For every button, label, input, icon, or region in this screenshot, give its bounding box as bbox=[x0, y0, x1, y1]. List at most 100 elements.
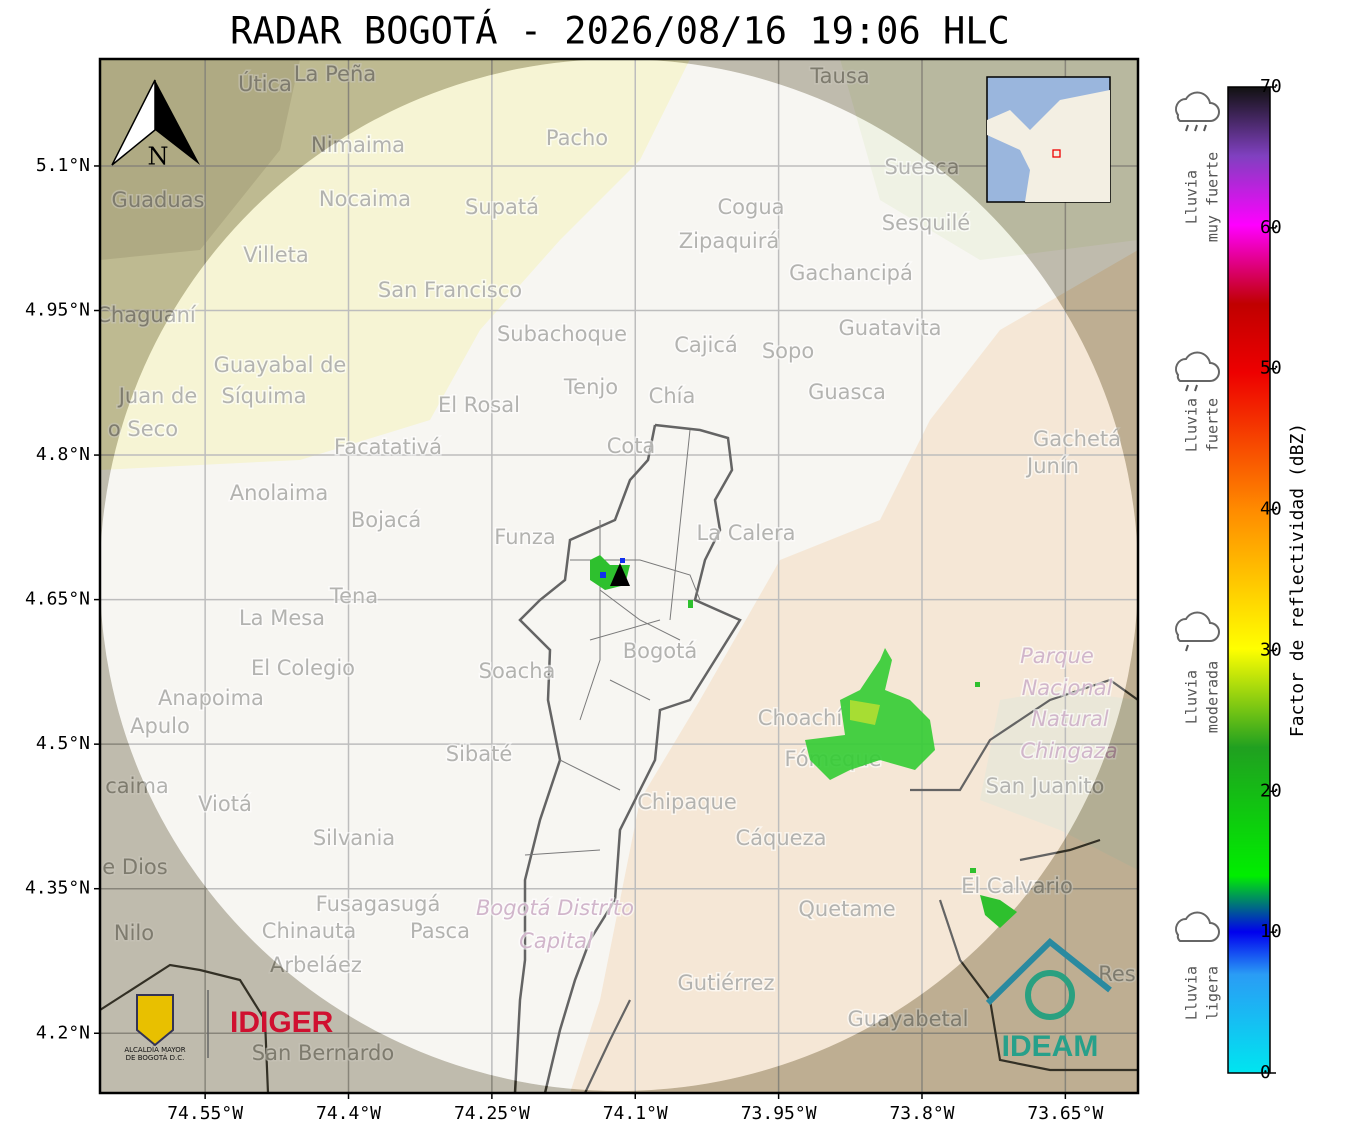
colorbar-tick-label: 30 bbox=[1260, 639, 1282, 660]
lat-tick-label: 4.5°N bbox=[36, 733, 90, 754]
legend-label: moderada bbox=[1204, 661, 1222, 733]
legend-label: Lluvia bbox=[1183, 170, 1201, 224]
lon-tick-label: 73.8°W bbox=[889, 1103, 954, 1124]
title: RADAR BOGOTÁ - 2026/08/16 19:06 HLC bbox=[230, 9, 1010, 53]
place-label: Quetame bbox=[798, 897, 895, 921]
lat-tick-label: 4.2°N bbox=[36, 1022, 90, 1043]
rain-icon bbox=[1175, 911, 1220, 942]
ideam-swirl bbox=[1025, 970, 1075, 1020]
echo bbox=[600, 558, 625, 578]
lon-tick-label: 74.55°W bbox=[167, 1103, 243, 1124]
rain-drop bbox=[1185, 124, 1189, 132]
place-label: o Seco bbox=[108, 417, 178, 441]
legend-label: Lluvia bbox=[1183, 966, 1201, 1020]
lat-tick-label: 5.1°N bbox=[36, 155, 90, 176]
lat-tick-label: 4.65°N bbox=[25, 589, 90, 610]
place-label: Cáqueza bbox=[736, 826, 827, 850]
lon-tick-label: 73.95°W bbox=[741, 1103, 817, 1124]
park-label: Parque bbox=[1020, 644, 1094, 668]
park-label: Bogotá Distrito bbox=[476, 896, 634, 920]
district-border bbox=[513, 423, 742, 1093]
place-label: e Dios bbox=[102, 855, 167, 879]
place-label: Nimaima bbox=[311, 133, 405, 157]
place-label: Tausa bbox=[809, 64, 869, 88]
place-label: Guaduas bbox=[112, 188, 205, 212]
place-label: Útica bbox=[238, 71, 292, 96]
place-label: San Bernardo bbox=[252, 1041, 394, 1065]
colorbar-tick-label: 40 bbox=[1260, 499, 1282, 520]
map: Útica La Peña Tausa Pacho Nimaima Suesca Guadu… bbox=[96, 59, 1138, 1093]
place-label: Cajicá bbox=[674, 333, 738, 357]
lat-tick-label: 4.8°N bbox=[36, 444, 90, 465]
place-label: Juan de bbox=[117, 384, 198, 408]
place-label: Viotá bbox=[198, 792, 252, 816]
map-frame bbox=[98, 57, 1140, 1095]
arrow-half bbox=[155, 80, 200, 165]
place-label: Suesca bbox=[885, 155, 960, 179]
place-label: Anapoima bbox=[158, 686, 264, 710]
legend-label: Lluvia bbox=[1183, 398, 1201, 452]
place-label: Silvania bbox=[313, 826, 395, 850]
place-label: Subachoque bbox=[497, 322, 627, 346]
north-arrow bbox=[111, 79, 200, 166]
colorbar-tick-label: 70 bbox=[1260, 76, 1282, 97]
rain-drop bbox=[1185, 384, 1189, 392]
place-label: Fusagasugá bbox=[316, 892, 441, 916]
place-label: Tena bbox=[329, 584, 378, 608]
place-label: Guatavita bbox=[839, 316, 942, 340]
shield bbox=[136, 994, 174, 1047]
locality-border bbox=[524, 429, 701, 856]
place-label: Anolaima bbox=[230, 481, 328, 505]
place-label: San Francisco bbox=[378, 278, 522, 302]
lon-tick-label: 74.1°W bbox=[603, 1103, 668, 1124]
place-label: Guayabal de bbox=[214, 353, 347, 377]
park-label: Nacional bbox=[1022, 676, 1113, 700]
place-label: Cogua bbox=[717, 195, 784, 219]
place-label: La Mesa bbox=[239, 606, 325, 630]
place-label: Zipaquirá bbox=[679, 229, 779, 253]
place-label: Cota bbox=[607, 434, 656, 458]
legend-label: Lluvia bbox=[1183, 670, 1201, 724]
dept-border bbox=[100, 963, 631, 1093]
place-label: Guasca bbox=[808, 380, 886, 404]
colorbar-tick-label: 20 bbox=[1260, 780, 1282, 801]
place-label: Gachetá bbox=[1033, 427, 1121, 451]
rain-drop bbox=[1194, 124, 1198, 132]
place-label: Arbeláez bbox=[270, 953, 362, 977]
lat-tick-label: 4.35°N bbox=[25, 878, 90, 899]
place-label: Bogotá bbox=[623, 639, 698, 663]
inset-map bbox=[986, 76, 1111, 203]
rain-icon bbox=[1175, 91, 1220, 122]
colorbar-label: Factor de reflectividad (dBZ) bbox=[1287, 423, 1308, 737]
park-label: Capital bbox=[519, 929, 593, 953]
lat-tick-label: 4.95°N bbox=[25, 300, 90, 321]
rain-icon bbox=[1175, 611, 1220, 642]
radar-site bbox=[610, 563, 630, 586]
park-label: Chingaza bbox=[1020, 739, 1117, 763]
place-label: Choachí bbox=[758, 706, 844, 730]
place-label: Guayabetal bbox=[848, 1007, 969, 1031]
lon-tick-label: 74.25°W bbox=[454, 1103, 530, 1124]
place-label: Chaguaní bbox=[96, 303, 197, 327]
colorbar-tick-label: 60 bbox=[1260, 217, 1282, 238]
place-label: Facatativá bbox=[334, 435, 442, 459]
legend-label: ligera bbox=[1204, 966, 1222, 1020]
place-label: Sesquilé bbox=[882, 211, 970, 235]
place-label: Supatá bbox=[465, 195, 539, 219]
rain-icon bbox=[1175, 351, 1220, 382]
inset-locator bbox=[1052, 149, 1061, 158]
place-label: Junín bbox=[1025, 454, 1079, 478]
place-label: La Peña bbox=[294, 62, 376, 86]
place-label: Gutiérrez bbox=[678, 971, 775, 995]
place-label: Villeta bbox=[243, 243, 308, 267]
legend-label: fuerte bbox=[1204, 398, 1222, 452]
colorbar-tick-label: 10 bbox=[1260, 921, 1282, 942]
place-label: El Calvario bbox=[961, 874, 1073, 898]
place-label: El Rosal bbox=[438, 393, 520, 417]
ideam-logo: IDEAM bbox=[1002, 1030, 1099, 1063]
place-label: Soacha bbox=[479, 659, 556, 683]
north-label: N bbox=[148, 143, 169, 171]
place-label: Tenjo bbox=[563, 375, 618, 399]
ideam-roof bbox=[985, 937, 1112, 1006]
